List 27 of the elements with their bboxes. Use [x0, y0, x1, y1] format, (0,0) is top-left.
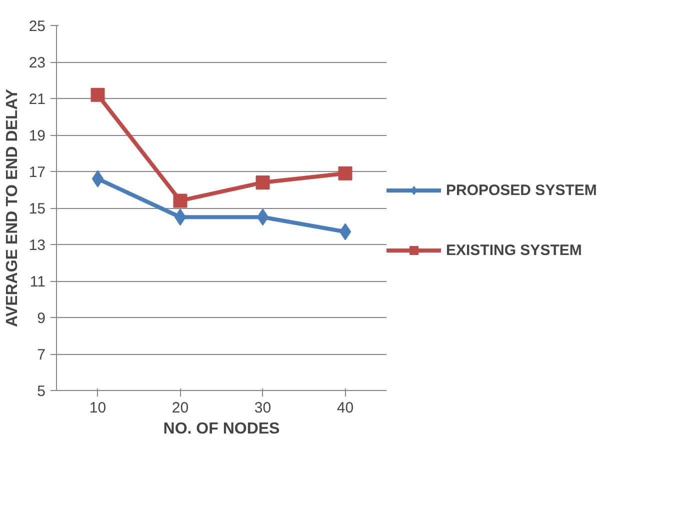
x-tick-label: 20 [172, 400, 189, 416]
y-tick-label: 7 [37, 346, 46, 364]
y-tick-label: 9 [37, 310, 46, 327]
x-axis-title: NO. OF NODES [163, 420, 280, 438]
point [256, 175, 270, 190]
point [174, 208, 186, 226]
point [92, 170, 104, 188]
y-tick-label: 15 [28, 200, 46, 218]
y-axis-title: AVERAGE END TO END DELAY [4, 88, 21, 327]
x-tick-label: 10 [89, 400, 106, 416]
point [256, 208, 269, 226]
legend-label: EXISTING SYSTEM [446, 242, 582, 258]
point [339, 223, 352, 240]
y-tick-label: 11 [30, 274, 46, 290]
y-tick-label: 23 [28, 54, 46, 72]
point [90, 88, 105, 102]
y-tick-label: 13 [28, 237, 46, 254]
y-tick-label: 5 [37, 383, 46, 400]
point [173, 194, 188, 208]
x-tick-label: 30 [254, 400, 272, 416]
y-tick-label: 19 [28, 128, 46, 144]
y-tick-label: 25 [28, 18, 46, 35]
y-tick-label: 17 [28, 164, 46, 181]
legend-label: PROPOSED SYSTEM [446, 182, 597, 198]
y-tick-label: 21 [28, 91, 46, 108]
x-tick-label: 40 [336, 400, 354, 416]
point [338, 166, 352, 180]
